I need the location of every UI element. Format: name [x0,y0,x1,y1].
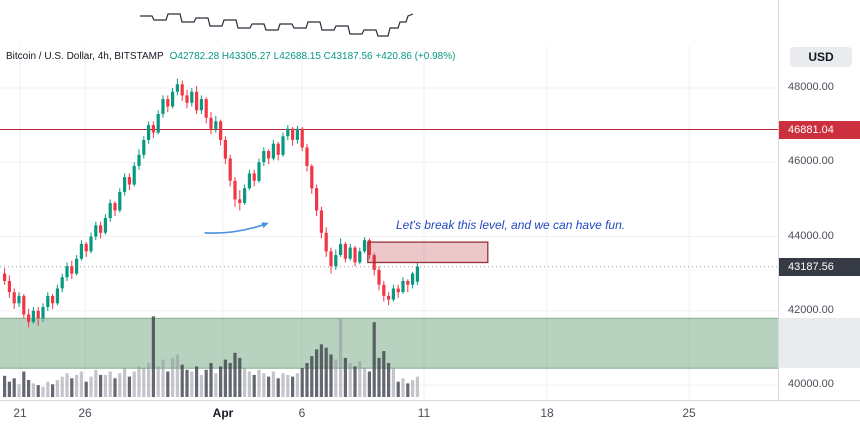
ohlc-values: O42782.28 H43305.27 L42688.15 C43187.56 … [169,51,456,62]
chart-canvas[interactable] [0,0,778,400]
price-axis[interactable]: USD 46881.04 43187.56 48000.00 46000.00 44… [778,0,860,400]
symbol-legend[interactable]: Bitcoin / U.S. Dollar, 4h, BITSTAMP O4278… [6,51,455,62]
time-axis[interactable]: 21 26 Apr 6 11 18 25 [0,400,860,427]
time-tick-label: 25 [682,406,696,420]
volume-bars [3,316,419,398]
candles [3,78,419,328]
chart-annotation-text[interactable]: Let's break this level, and we can have … [396,218,626,232]
price-tick-label: 48000.00 [788,81,834,93]
price-tick-label: 44000.00 [788,229,834,242]
time-tick-label: 18 [540,406,554,420]
time-tick-label: 21 [13,406,27,420]
currency-toggle-button[interactable]: USD [790,47,852,67]
overview-line [140,13,414,37]
symbol-title[interactable]: Bitcoin / U.S. Dollar, 4h, BITSTAMP [6,51,164,62]
time-tick-label: Apr [212,406,234,420]
horizontal-line-price-label: 46881.04 [779,120,860,139]
time-tick-label: 11 [417,406,431,420]
current-price-label: 43187.56 [779,257,860,276]
arrow-drawing[interactable] [204,222,269,234]
time-tick-label: 6 [298,406,306,420]
price-tick-label: 40000.00 [788,378,834,390]
price-tick-label: 42000.00 [788,303,834,316]
support-band-drawing[interactable] [0,317,778,369]
resistance-box-drawing[interactable] [367,241,489,264]
axis-band-shading [779,318,860,368]
price-tick-label: 46000.00 [788,155,834,168]
time-tick-label: 26 [78,406,92,420]
